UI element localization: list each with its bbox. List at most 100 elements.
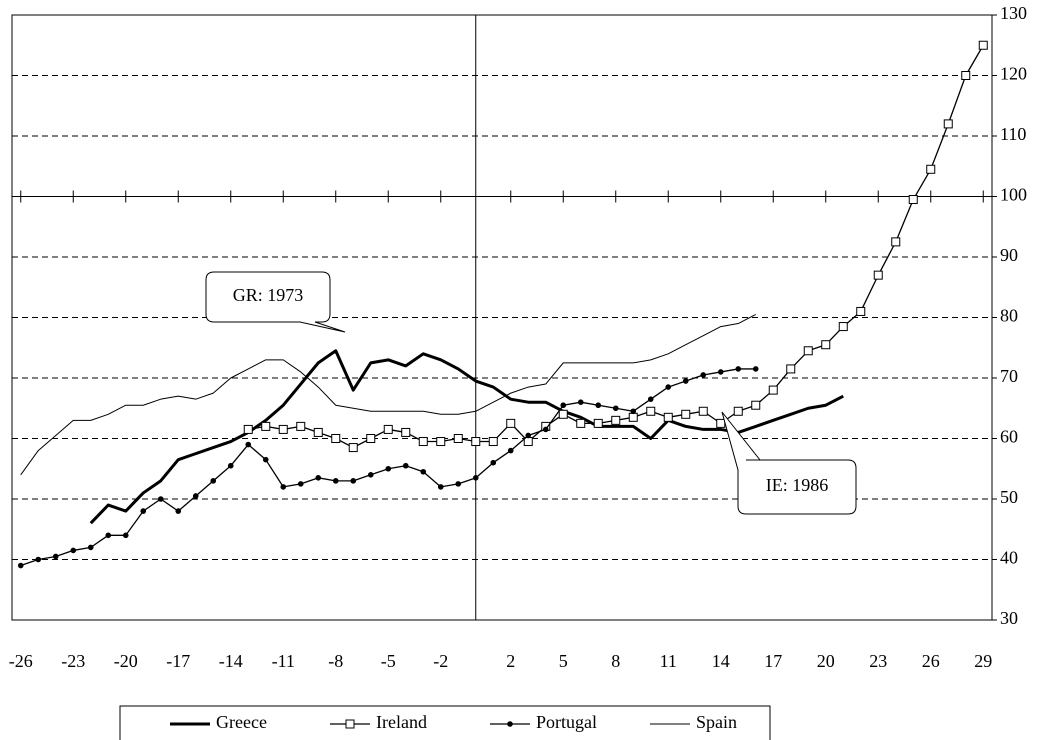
- point: [803, 346, 813, 356]
- point: [752, 366, 759, 372]
- y-tick-label: 40: [1000, 548, 1018, 568]
- point: [350, 478, 357, 484]
- point: [665, 384, 672, 390]
- point: [436, 437, 446, 447]
- point: [926, 164, 936, 174]
- point: [70, 547, 77, 554]
- point: [210, 478, 217, 484]
- point: [245, 441, 252, 448]
- point: [17, 562, 24, 569]
- point: [455, 481, 462, 487]
- point: [733, 406, 743, 416]
- point: [576, 418, 586, 428]
- point: [297, 481, 304, 487]
- y-tick-label: 60: [1000, 427, 1018, 447]
- point: [453, 434, 463, 443]
- legend-marker: [345, 719, 355, 729]
- legend-frame: [119, 705, 771, 740]
- point: [838, 322, 848, 332]
- x-tick-label: 23: [869, 651, 887, 671]
- point: [105, 532, 112, 539]
- y-tick-label: 130: [1000, 3, 1027, 23]
- point: [682, 378, 689, 384]
- point: [663, 412, 673, 422]
- x-tick-label: 17: [764, 651, 782, 671]
- point: [437, 484, 444, 490]
- x-tick-label: 20: [817, 651, 835, 671]
- point: [366, 434, 376, 443]
- point: [262, 456, 269, 463]
- point: [943, 119, 953, 129]
- point: [348, 443, 358, 453]
- point: [560, 402, 567, 409]
- point: [261, 421, 271, 431]
- x-tick-label: -5: [381, 651, 396, 671]
- legend-label: Portugal: [536, 712, 597, 732]
- x-tick-label: 26: [922, 651, 940, 671]
- point: [122, 532, 129, 539]
- point: [630, 408, 637, 415]
- point: [611, 415, 621, 425]
- legend: Greece Ireland Portugal Spain: [170, 712, 737, 732]
- x-tick-label: -20: [114, 651, 138, 671]
- point: [978, 40, 988, 50]
- y-tick-label: 80: [1000, 306, 1018, 326]
- point: [908, 195, 918, 205]
- point: [891, 237, 901, 247]
- point: [227, 462, 234, 469]
- point: [296, 421, 306, 431]
- legend-marker: [507, 721, 513, 727]
- callout-box: [205, 271, 346, 333]
- point: [768, 385, 778, 395]
- annotation: IE: 1986: [766, 475, 829, 495]
- point: [647, 396, 654, 402]
- point: [490, 459, 497, 466]
- point: [313, 427, 323, 437]
- x-tick-label: -11: [272, 651, 295, 671]
- y-tick-label: 30: [1000, 608, 1018, 628]
- x-tick-label: 29: [974, 651, 992, 671]
- x-tick-label: -8: [328, 651, 343, 671]
- callout-gr: GR: 1973: [205, 271, 346, 333]
- point: [52, 553, 59, 560]
- x-tick-label: 2: [506, 651, 515, 671]
- point: [681, 409, 691, 419]
- x-tick-label: -14: [219, 651, 243, 671]
- point: [786, 364, 796, 374]
- point: [698, 406, 708, 416]
- point: [821, 340, 831, 350]
- x-tick-label: -23: [61, 651, 85, 671]
- point: [192, 493, 199, 499]
- point: [612, 405, 619, 412]
- point: [646, 406, 656, 416]
- point: [716, 418, 726, 428]
- point: [507, 447, 514, 454]
- point: [420, 468, 427, 475]
- point: [856, 306, 866, 316]
- point: [418, 437, 428, 447]
- point: [751, 400, 761, 410]
- point: [873, 270, 883, 280]
- callout-box: [721, 411, 857, 515]
- callout-ie: IE: 1986: [721, 411, 857, 515]
- point: [87, 544, 94, 551]
- point: [332, 478, 339, 484]
- legend-label: Greece: [216, 712, 267, 732]
- y-tick-label: 120: [1000, 64, 1027, 84]
- point: [595, 402, 602, 409]
- x-tick-label: -2: [433, 651, 448, 671]
- y-tick-label: 70: [1000, 366, 1018, 386]
- point: [525, 432, 532, 439]
- point: [577, 399, 584, 406]
- x-tick-label: 5: [559, 651, 568, 671]
- point: [280, 484, 287, 490]
- point: [35, 556, 42, 563]
- point: [278, 424, 288, 434]
- series-line: [248, 44, 984, 449]
- legend-label: Ireland: [376, 712, 427, 732]
- point: [542, 426, 549, 433]
- point: [367, 472, 374, 478]
- y-tick-label: 90: [1000, 245, 1018, 265]
